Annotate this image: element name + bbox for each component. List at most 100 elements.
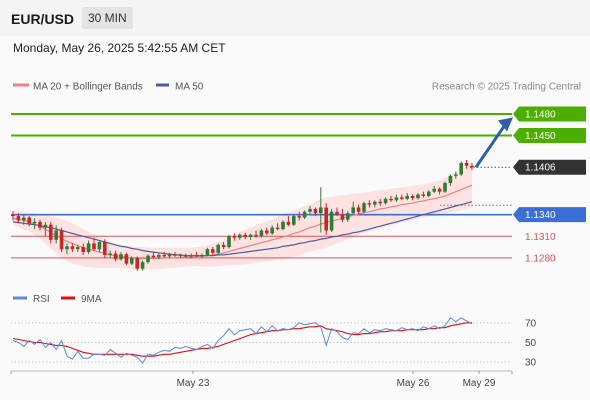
rsi-tick-30: 30 [525, 358, 537, 369]
candle-78 [432, 185, 436, 194]
candle-25 [146, 254, 150, 264]
candle-52 [292, 214, 296, 227]
candle-57 [319, 187, 323, 233]
candle-28 [162, 252, 166, 258]
rsi-legend: RSI 9MA [13, 294, 102, 305]
candle-70 [389, 195, 393, 202]
candle-51 [286, 216, 291, 227]
candle-16 [97, 239, 102, 253]
ma50-legend-swatch [156, 83, 169, 87]
ma50-line [12, 201, 473, 257]
level-label-1.1310: 1.1310 [525, 232, 556, 243]
candle-15 [92, 237, 96, 251]
candle-38 [216, 243, 220, 255]
level-label-1.1450: 1.1450 [525, 131, 556, 142]
candle-9 [59, 227, 64, 253]
datetime-label: Monday, May 26, 2025 5:42:55 AM CET [13, 41, 226, 55]
candle-10 [65, 243, 69, 255]
candle-33 [189, 253, 193, 259]
candle-14 [86, 240, 91, 255]
candle-59 [329, 208, 334, 232]
candle-75 [416, 193, 420, 200]
rsi-line [12, 317, 473, 364]
candle-13 [81, 243, 85, 255]
candle-12 [76, 244, 80, 253]
candle-82 [454, 171, 458, 179]
candle-27 [157, 253, 161, 260]
candle-36 [205, 247, 210, 257]
forecast-arrow-shaft [474, 122, 508, 169]
symbol-title: EUR/USD [11, 11, 75, 27]
candle-31 [178, 253, 183, 258]
level-label-1.1280: 1.1280 [525, 253, 556, 264]
ma50-legend-label: MA 50 [175, 82, 204, 93]
candle-67 [373, 200, 377, 208]
candle-73 [405, 193, 409, 201]
candle-7 [49, 221, 53, 244]
candle-48 [270, 225, 274, 235]
bollinger-legend-label: MA 20 + Bollinger Bands [33, 82, 143, 93]
candle-26 [151, 252, 156, 259]
rsi-plot: 70 50 30 [11, 317, 537, 369]
candle-39 [221, 242, 226, 250]
candle-54 [302, 210, 307, 219]
level-label-1.1340: 1.1340 [525, 210, 556, 221]
candle-77 [427, 190, 431, 198]
candle-76 [421, 191, 426, 198]
main-plot: 1.1480 1.1450 1.1406 1.1340 1.1310 1.1280 [11, 106, 586, 271]
candle-30 [173, 252, 177, 258]
candle-43 [243, 232, 247, 240]
candle-3 [27, 216, 31, 227]
candle-17 [103, 239, 107, 258]
candle-6 [43, 221, 48, 237]
candle-84 [464, 160, 469, 169]
forecast-arrow-head [498, 117, 513, 132]
bollinger-band-area [13, 162, 472, 271]
candle-61 [340, 208, 345, 222]
candle-53 [297, 211, 301, 221]
candle-4 [32, 218, 37, 230]
candle-8 [54, 225, 58, 244]
candle-37 [211, 247, 215, 255]
x-tick-label-2: May 29 [463, 378, 496, 389]
candle-65 [362, 201, 366, 214]
candle-32 [184, 253, 188, 258]
candle-11 [70, 243, 75, 253]
candle-83 [459, 161, 463, 176]
candle-19 [113, 250, 118, 262]
candle-66 [367, 200, 372, 208]
rsi-ma-legend-swatch [61, 296, 75, 300]
candle-29 [167, 252, 172, 259]
timeframe-button[interactable]: 30 MIN [82, 7, 133, 29]
candle-47 [265, 227, 269, 235]
candle-44 [248, 233, 253, 240]
candle-56 [313, 207, 318, 217]
candle-42 [238, 233, 242, 240]
rsi-tick-70: 70 [525, 318, 537, 329]
level-tag-1.1406: 1.1406 [513, 159, 586, 175]
candle-41 [232, 233, 237, 241]
candle-5 [38, 219, 42, 231]
candle-72 [400, 194, 404, 201]
candle-85 [470, 162, 474, 171]
rsi-ma-legend-label: 9MA [81, 294, 102, 305]
candle-46 [259, 229, 264, 238]
candle-71 [394, 194, 399, 202]
bollinger-legend-swatch [13, 83, 29, 87]
candle-20 [119, 252, 123, 261]
candle-22 [130, 256, 134, 266]
candle-45 [254, 230, 258, 238]
candle-81 [448, 174, 453, 186]
candle-58 [324, 203, 328, 235]
level-tag-1.1450: 1.1450 [513, 128, 586, 144]
level-label-1.1406: 1.1406 [525, 163, 556, 174]
candle-69 [383, 197, 388, 205]
candle-62 [346, 211, 350, 222]
copyright-text: Research © 2025 Trading Central [432, 82, 581, 93]
candle-64 [356, 204, 361, 215]
candle-21 [124, 252, 129, 266]
candle-50 [281, 220, 285, 231]
level-label-1.1480: 1.1480 [525, 109, 556, 120]
candle-1 [16, 213, 21, 224]
